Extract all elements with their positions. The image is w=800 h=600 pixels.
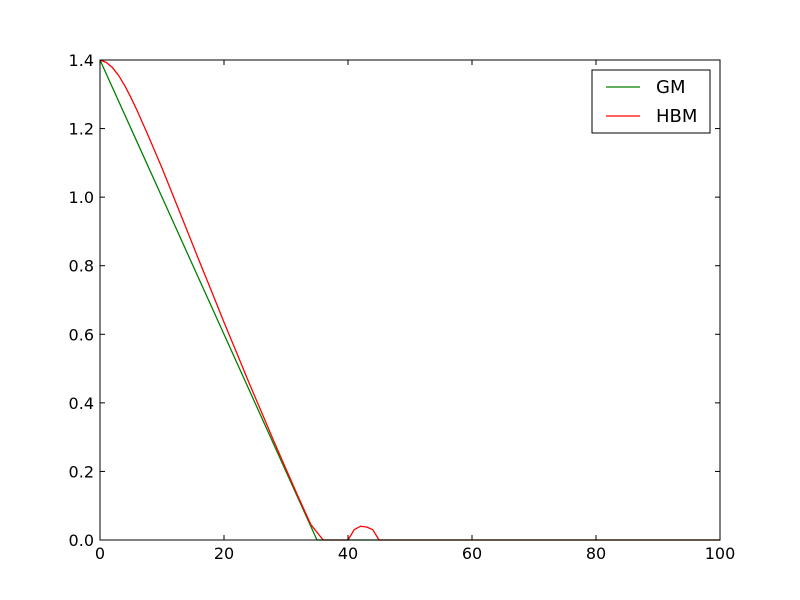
y-tick-label: 1.0 — [69, 188, 94, 207]
tick-layer: 0 20 40 60 80 100 0.0 0.2 0.4 0.6 0.8 1.0 1.2 1.4 — [69, 51, 736, 563]
y-tick-label: 1.2 — [69, 120, 94, 139]
x-tick-label: 80 — [586, 544, 606, 563]
legend: GM HBM — [591, 69, 711, 134]
x-tick-label: 0 — [95, 544, 105, 563]
y-tick-label: 0.4 — [69, 394, 94, 413]
y-tick-label: 0.0 — [69, 531, 94, 550]
legend-label-gm: GM — [656, 77, 685, 98]
plot-frame — [99, 59, 721, 541]
x-tick-label: 20 — [214, 544, 234, 563]
legend-box — [591, 69, 711, 134]
x-tick-label: 100 — [705, 544, 736, 563]
y-tick-label: 0.6 — [69, 325, 94, 344]
y-tick-label: 0.8 — [69, 257, 94, 276]
legend-label-hbm: HBM — [656, 106, 697, 127]
x-tick-label: 40 — [338, 544, 358, 563]
x-tick-label: 60 — [462, 544, 482, 563]
y-tick-label: 0.2 — [69, 462, 94, 481]
y-tick-label: 1.4 — [69, 51, 94, 70]
